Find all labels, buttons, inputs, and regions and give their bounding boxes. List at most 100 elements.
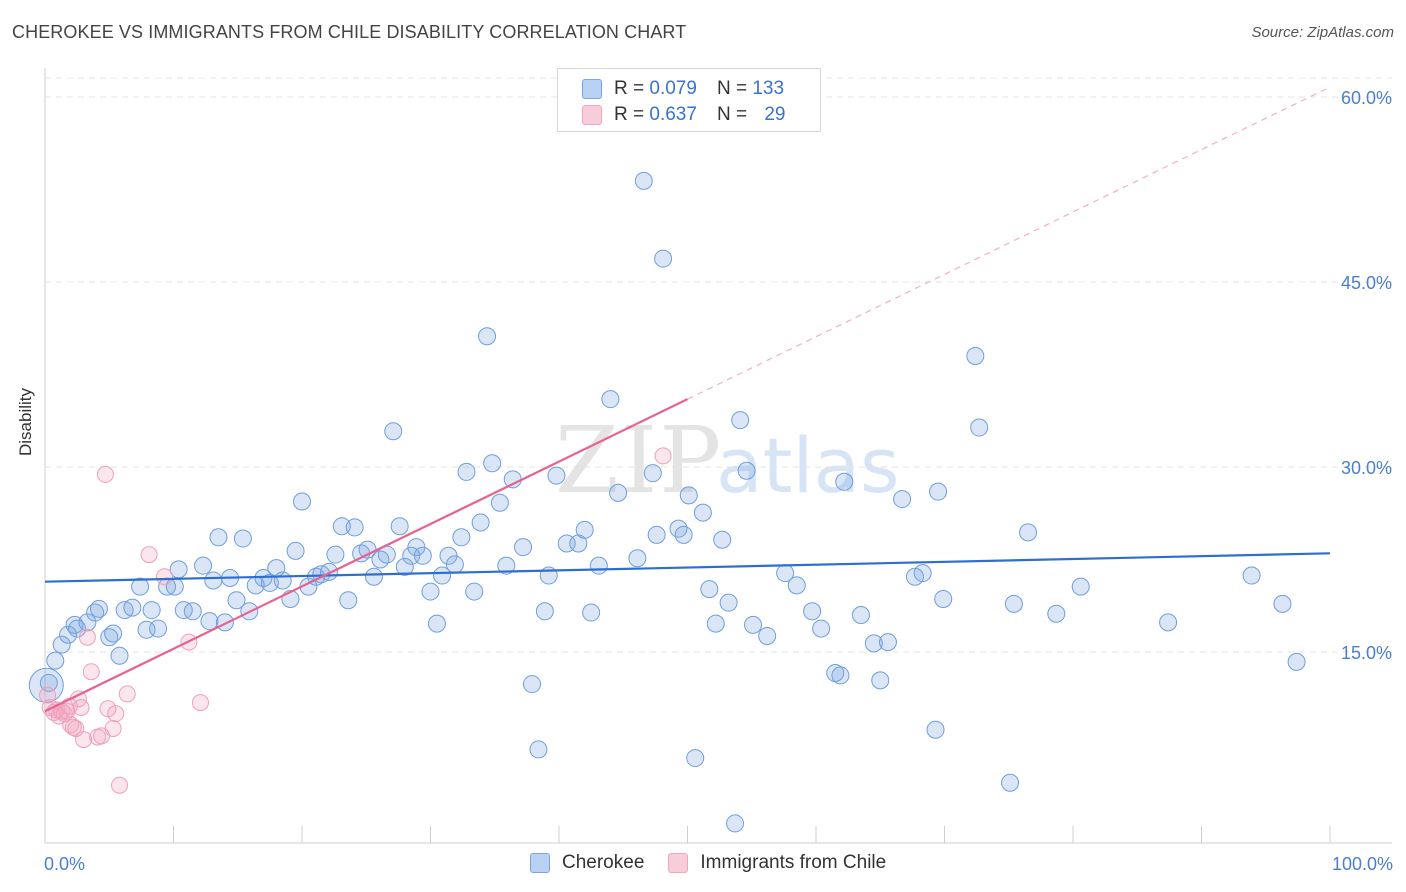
y-tick-label: 45.0%: [1341, 273, 1392, 293]
legend-n-label: N =: [716, 104, 748, 125]
cherokee-point: [233, 529, 252, 548]
cherokee-point: [864, 634, 883, 653]
cherokee-point: [149, 619, 168, 638]
cherokee-point: [1071, 577, 1090, 596]
cherokee-point: [654, 249, 673, 268]
cherokee-point: [731, 411, 750, 430]
cherokee-point: [39, 673, 58, 692]
bottom-legend-chile: Immigrants from Chile: [668, 852, 886, 874]
cherokee-point: [332, 517, 351, 536]
cherokee-point: [395, 557, 414, 576]
cherokee-point: [421, 582, 440, 601]
cherokee-point: [787, 576, 806, 595]
chile-point: [75, 731, 93, 749]
cherokee-point: [970, 418, 989, 437]
cherokee-point: [46, 651, 65, 670]
cherokee-point: [59, 625, 78, 644]
cherokee-point: [634, 171, 653, 190]
cherokee-point: [713, 530, 732, 549]
cherokee-point: [319, 562, 338, 581]
cherokee-trend-line: [44, 552, 1331, 583]
cherokee-point: [78, 613, 97, 632]
chile-point: [72, 699, 90, 716]
y-tick-label: 60.0%: [1341, 88, 1392, 108]
cherokee-point: [427, 614, 446, 633]
cherokee-point: [123, 598, 142, 617]
cherokee-point: [471, 513, 490, 532]
cherokee-point: [744, 615, 763, 634]
chile-trend-line: [44, 398, 688, 713]
cherokee-point: [293, 492, 311, 511]
cherokee-point: [364, 567, 383, 586]
cherokee-point: [104, 624, 123, 643]
cherokee-point: [68, 619, 87, 638]
cherokee-point: [452, 528, 471, 547]
chile-point: [82, 663, 100, 681]
y-tick-label: 15.0%: [1341, 643, 1392, 663]
cherokee-point: [826, 663, 845, 682]
cherokee-point: [339, 591, 358, 610]
cherokee-point: [601, 390, 620, 409]
cherokee-point: [647, 525, 666, 544]
chile-point: [104, 719, 122, 737]
cherokee-point: [183, 602, 202, 621]
cherokee-point: [878, 633, 897, 652]
legend-row-cherokee: R = 0.079 N = 133: [582, 77, 784, 101]
cherokee-point: [137, 620, 156, 639]
cherokee-point: [1287, 652, 1306, 671]
cherokee-point: [871, 671, 890, 690]
cherokee-point: [110, 646, 129, 665]
watermark-zip: ZIP: [555, 407, 723, 514]
bottom-legend: Cherokee Immigrants from Chile: [530, 852, 910, 874]
cherokee-point: [1273, 594, 1292, 613]
x-tick-label: 0.0%: [44, 854, 85, 874]
cherokee-point: [535, 602, 554, 621]
cherokee-point: [575, 520, 594, 539]
chile-point: [107, 705, 125, 723]
chile-point: [78, 628, 96, 646]
cherokee-point: [674, 525, 693, 544]
cherokee-point: [273, 571, 292, 590]
cherokee-point: [893, 490, 912, 509]
cherokee-point: [215, 613, 234, 632]
cherokee-point: [413, 546, 432, 565]
chile-point: [118, 685, 136, 703]
cherokee-point: [497, 556, 516, 575]
chile-swatch: [582, 105, 602, 125]
cherokee-point: [643, 464, 662, 483]
cherokee-point: [926, 720, 945, 739]
cherokee-point: [227, 591, 246, 610]
cherokee-point: [445, 555, 464, 574]
cherokee-point: [204, 571, 223, 590]
legend-r-value: 0.079: [649, 78, 697, 99]
cherokee-point: [1159, 613, 1178, 632]
y-tick-label: 30.0%: [1341, 458, 1392, 478]
cherokee-point: [52, 635, 71, 654]
cherokee-point: [465, 582, 484, 601]
cherokee-point: [326, 545, 345, 564]
cherokee-point: [89, 599, 108, 618]
cherokee-point: [523, 675, 542, 694]
bottom-legend-cherokee-label: Cherokee: [562, 852, 645, 873]
legend-row-chile: R = 0.637 N = 29: [582, 103, 785, 127]
cherokee-point: [345, 518, 364, 537]
cherokee-point: [913, 564, 932, 583]
cherokee-point: [609, 483, 628, 502]
cherokee-point: [934, 589, 953, 608]
legend-n-label: N =: [716, 78, 748, 99]
cherokee-point: [384, 422, 403, 441]
x-tick-label: 100.0%: [1332, 854, 1393, 874]
cherokee-point: [142, 601, 161, 620]
chile-point: [58, 702, 76, 720]
stats-legend: R = 0.079 N = 133 R = 0.637 N = 29: [557, 68, 821, 132]
cherokee-point: [803, 602, 822, 621]
cherokee-point: [131, 577, 150, 596]
chile-swatch: [668, 853, 689, 873]
cherokee-point: [514, 538, 533, 557]
chile-point: [654, 447, 672, 465]
cherokee-point: [719, 593, 738, 612]
cherokee-point: [835, 472, 854, 491]
cherokee-point: [726, 814, 745, 833]
bottom-legend-cherokee: Cherokee: [530, 852, 644, 874]
